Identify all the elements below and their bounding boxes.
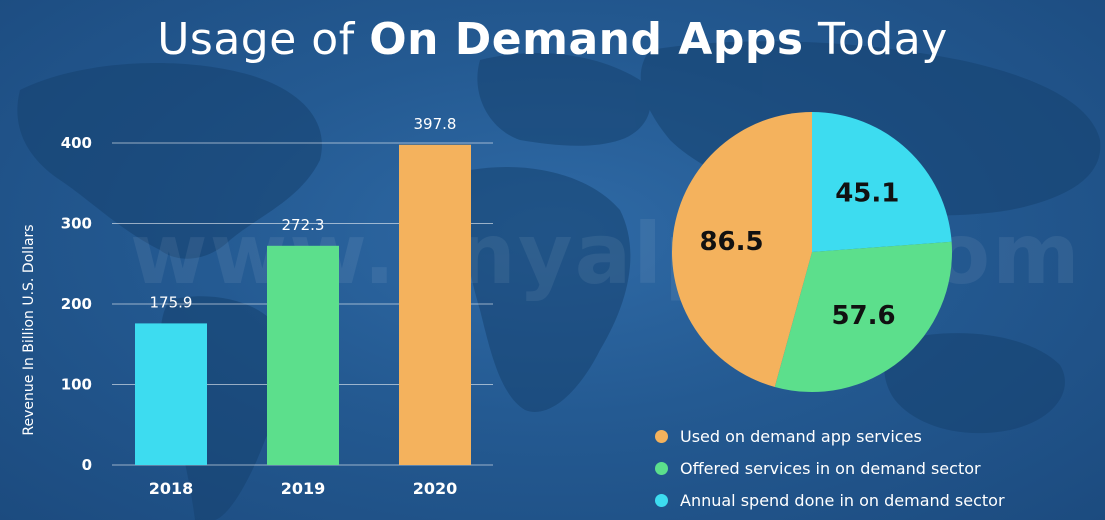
legend-item: Used on demand app services [655, 420, 1005, 452]
pie-chart: 45.1 57.6 86.5 [672, 112, 952, 392]
bar-chart: Revenue In Billion U.S. Dollars 0 100 200 3… [21, 115, 493, 498]
pie-value-label: 45.1 [835, 179, 899, 209]
pie-value-labels: 45.1 57.6 86.5 [699, 179, 899, 331]
bar-value-label: 272.3 [282, 216, 325, 234]
bar-value-label: 397.8 [414, 115, 457, 133]
y-tick-labels: 0 100 200 300 400 [61, 134, 92, 474]
bar [399, 144, 471, 465]
pie-slice [672, 112, 812, 387]
pie-value-label: 86.5 [699, 227, 763, 257]
chart-title: Usage of On Demand Apps Today [0, 14, 1105, 65]
bars [135, 144, 471, 465]
y-tick-label: 0 [82, 456, 92, 474]
y-tick-label: 400 [61, 134, 92, 152]
y-tick-label: 200 [61, 295, 92, 313]
legend-swatch [655, 493, 668, 507]
legend-swatch [655, 429, 668, 443]
x-tick-labels: 2018 2019 2020 [149, 479, 458, 498]
bar [267, 245, 339, 465]
y-tick-label: 300 [61, 215, 92, 233]
legend-label: Offered services in on demand sector [680, 458, 981, 478]
x-tick-label: 2019 [281, 479, 326, 498]
pie-legend: Used on demand app services Offered serv… [655, 420, 1005, 516]
x-tick-label: 2018 [149, 479, 194, 498]
legend-label: Annual spend done in on demand sector [680, 490, 1005, 510]
bar-value-label: 175.9 [150, 293, 193, 311]
legend-swatch [655, 461, 668, 475]
title-prefix: Usage of [157, 14, 370, 65]
legend-item: Annual spend done in on demand sector [655, 484, 1005, 516]
x-tick-label: 2020 [413, 479, 458, 498]
pie-slice [774, 241, 952, 392]
pie-slice [812, 112, 952, 252]
pie-value-label: 57.6 [831, 301, 895, 331]
bar [135, 323, 207, 465]
legend-item: Offered services in on demand sector [655, 452, 1005, 484]
pie-slices [672, 112, 952, 392]
bar-value-labels: 175.9 272.3 397.8 [150, 115, 457, 312]
y-tick-label: 100 [61, 376, 92, 394]
title-bold: On Demand Apps [369, 14, 804, 65]
y-axis-label: Revenue In Billion U.S. Dollars [21, 224, 37, 435]
title-suffix: Today [803, 14, 948, 65]
legend-label: Used on demand app services [680, 426, 922, 446]
